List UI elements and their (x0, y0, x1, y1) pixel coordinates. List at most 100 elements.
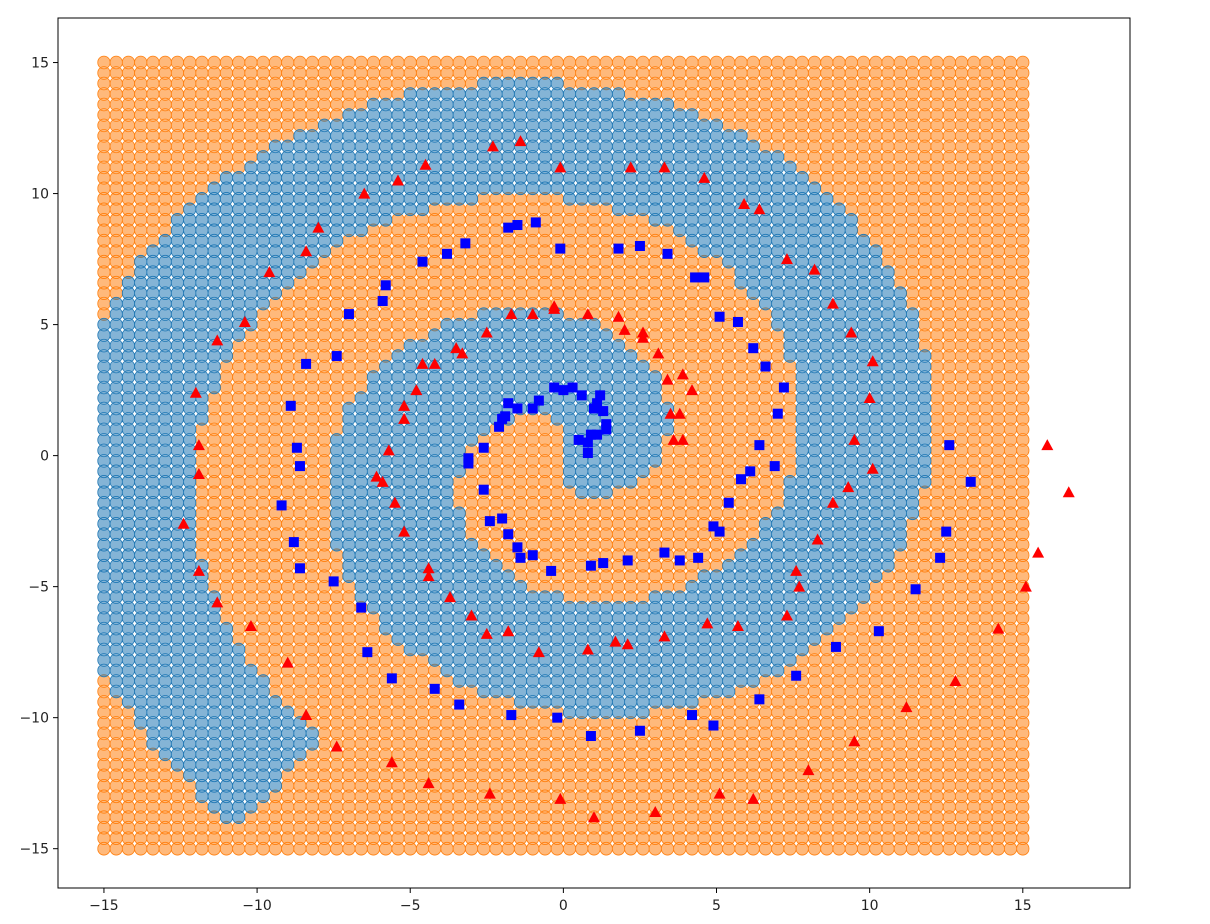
blue-square-point (552, 712, 563, 723)
y-tick-label: −15 (19, 842, 49, 858)
blue-square-point (503, 222, 514, 233)
blue-square-point (429, 683, 440, 694)
blue-square-point (601, 424, 612, 435)
red-triangle-point (385, 756, 398, 768)
blue-square-point (512, 542, 523, 553)
blue-square-point (714, 526, 725, 537)
blue-square-point (512, 220, 523, 231)
red-triangle-point (848, 433, 861, 445)
blue-square-point (659, 547, 670, 558)
red-triangle-point (532, 646, 545, 658)
data-points (177, 135, 1075, 823)
blue-square-point (512, 403, 523, 414)
red-triangle-point (192, 564, 205, 576)
red-triangle-point (753, 203, 766, 215)
x-tick-label: 10 (861, 898, 879, 914)
red-triangle-point (422, 777, 435, 789)
blue-square-point (328, 576, 339, 587)
red-triangle-point (526, 308, 539, 320)
red-triangle-point (398, 412, 411, 424)
blue-square-point (736, 474, 747, 485)
red-triangle-point (842, 481, 855, 493)
red-triangle-point (312, 221, 325, 233)
blue-square-point (634, 240, 645, 251)
blue-square-point (674, 555, 685, 566)
red-triangle-point (866, 462, 879, 474)
red-triangle-point (1041, 439, 1054, 451)
blue-square-point (944, 440, 955, 451)
red-triangle-point (652, 347, 665, 359)
x-tick-label: −10 (242, 898, 272, 914)
red-triangle-point (649, 806, 662, 818)
red-triangle-point (698, 171, 711, 183)
red-triangle-point (554, 161, 567, 173)
red-triangle-point (410, 384, 423, 396)
x-tick-label: −5 (400, 898, 421, 914)
blue-square-point (460, 238, 471, 249)
blue-square-point (714, 311, 725, 322)
blue-square-point (533, 395, 544, 406)
blue-square-point (601, 419, 612, 430)
blue-square-point (454, 699, 465, 710)
blue-square-point (745, 466, 756, 477)
red-triangle-point (992, 622, 1005, 634)
blue-square-point (276, 500, 287, 511)
blue-square-point (478, 442, 489, 453)
blue-square-point (386, 673, 397, 684)
blue-square-point (634, 725, 645, 736)
blue-square-point (693, 552, 704, 563)
blue-square-point (589, 403, 599, 414)
blue-square-point (690, 272, 701, 283)
blue-square-point (708, 720, 719, 731)
blue-square-point (585, 429, 596, 440)
blue-square-point (527, 550, 538, 561)
red-triangle-point (826, 496, 839, 508)
blue-square-point (558, 385, 569, 396)
blue-square-point (595, 390, 606, 401)
red-triangle-point (637, 331, 650, 343)
red-triangle-point (658, 161, 671, 173)
plot-frame (57, 17, 1131, 889)
blue-square-point (294, 563, 305, 574)
blue-square-point (582, 448, 593, 458)
blue-square-point (585, 731, 596, 742)
blue-square-point (662, 248, 673, 259)
red-triangle-point (863, 391, 876, 403)
red-triangle-point (848, 735, 861, 747)
red-triangle-point (790, 564, 803, 576)
x-tick-label: 5 (712, 898, 721, 914)
y-tick-label: −10 (19, 711, 49, 727)
blue-square-point (941, 526, 952, 537)
blue-square-point (494, 421, 505, 432)
blue-square-point (503, 398, 514, 409)
x-tick-label: 15 (1014, 898, 1032, 914)
blue-square-point (555, 243, 566, 254)
y-axis: −15 −10 −5 0 5 10 15 (19, 56, 58, 858)
red-triangle-point (398, 399, 411, 411)
blue-square-point (573, 434, 584, 445)
red-triangle-point (244, 619, 257, 631)
red-triangle-point (621, 638, 634, 650)
red-triangle-point (802, 764, 815, 776)
red-triangle-point (548, 300, 561, 312)
y-tick-label: 15 (31, 56, 49, 72)
red-triangle-point (701, 617, 714, 629)
blue-square-point (699, 272, 710, 283)
red-triangle-point (793, 580, 806, 592)
blue-square-point (791, 670, 802, 681)
red-triangle-point (422, 570, 435, 582)
blue-square-point (503, 529, 514, 540)
blue-square-point (343, 309, 354, 320)
red-triangle-point (480, 326, 493, 338)
blue-square-point (760, 361, 771, 372)
red-triangle-point (676, 433, 689, 445)
blue-square-point (576, 390, 587, 401)
red-triangle-point (676, 368, 689, 380)
red-triangle-point (667, 433, 680, 445)
red-triangle-point (661, 373, 674, 385)
y-tick-label: −5 (28, 580, 49, 596)
blue-square-point (478, 484, 489, 495)
blue-square-point (497, 513, 508, 524)
red-triangle-point (416, 357, 429, 369)
